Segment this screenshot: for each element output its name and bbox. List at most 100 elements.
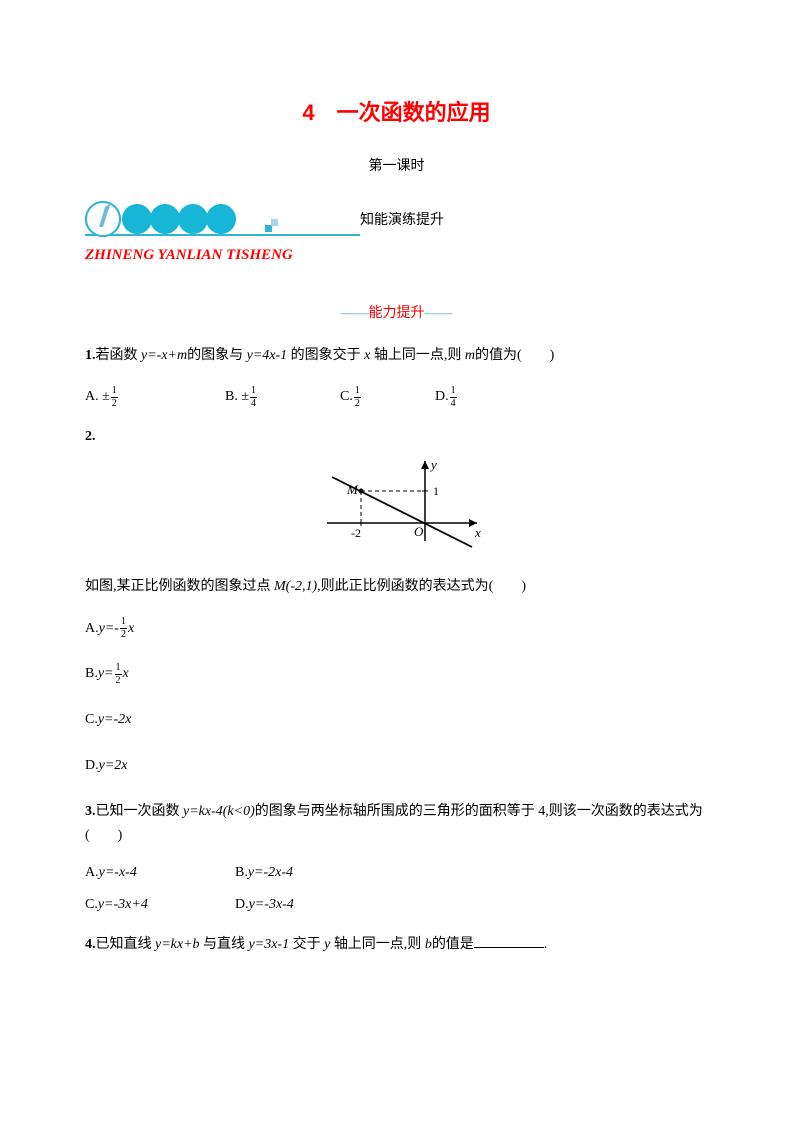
opt-eq: y=-x-4	[99, 865, 137, 880]
q4-t4: 轴上同一点,则	[330, 937, 425, 952]
opt-eq: y=-3x+4	[98, 897, 148, 912]
q2-t2: ,则此正比例函数的表达式为( )	[317, 579, 526, 594]
q1-opt-b: B. ±14	[225, 386, 340, 409]
frac-den: 2	[355, 398, 360, 409]
q4-t3: 交于	[289, 937, 324, 952]
tick-neg2: -2	[351, 526, 361, 540]
q2-num: 2.	[85, 429, 708, 445]
q1-t4: 轴上同一点,则	[370, 348, 465, 363]
q3-opts-row2: C.y=-3x+4 D.y=-3x-4	[85, 897, 708, 913]
decor-banner: 知能演练提升	[85, 197, 708, 241]
frac-den: 4	[451, 398, 456, 409]
opt-eq: y=-2x-4	[248, 865, 293, 880]
frac-den: 2	[121, 629, 126, 640]
q4-t1: 已知直线	[96, 937, 156, 952]
q3-eq: y=kx-4(k<0)	[183, 804, 255, 819]
q3-opt-a: A.y=-x-4	[85, 865, 235, 881]
subtitle: 第一课时	[85, 155, 708, 175]
q4-t2: 与直线	[200, 937, 249, 952]
opt-eq: y=-	[99, 621, 119, 636]
q3-opts-row1: A.y=-x-4 B.y=-2x-4	[85, 865, 708, 881]
frac-den: 2	[112, 398, 117, 409]
frac-num: 1	[354, 386, 361, 398]
q3-opt-b: B.y=-2x-4	[235, 865, 293, 881]
q1-b-prefix: B. ±	[225, 389, 249, 405]
q1-b-frac: 14	[250, 386, 257, 409]
frac-num: 1	[250, 386, 257, 398]
q1-options: A. ±12 B. ±14 C.12 D.14	[85, 386, 708, 409]
q1-c-frac: 12	[354, 386, 361, 409]
section-dash-left: ——	[341, 306, 369, 321]
frac-num: 1	[115, 663, 122, 675]
opt-eq: y=-2x	[98, 712, 132, 727]
q1-d-frac: 14	[450, 386, 457, 409]
q1-a-prefix: A. ±	[85, 389, 110, 405]
opt-prefix: C.	[85, 712, 98, 727]
q2-options: A.y=-12x B.y=12x C.y=-2x D.y=2x	[85, 617, 708, 778]
q2-opt-c: C.y=-2x	[85, 708, 708, 732]
point-m-label: M	[346, 482, 359, 497]
page-title: 4 一次函数的应用	[85, 95, 708, 127]
blank-underline	[474, 934, 544, 948]
q1-num: 1.	[85, 348, 96, 363]
q4-eq2: y=3x-1	[249, 937, 290, 952]
q1-d-prefix: D.	[435, 389, 449, 405]
q2-t1: 如图,某正比例函数的图象过点	[85, 579, 274, 594]
q4-t5: 的值是	[432, 937, 474, 952]
q2-opt-b: B.y=12x	[85, 662, 708, 686]
tick-1: 1	[433, 484, 439, 498]
q1-text: 若函数	[96, 348, 142, 363]
q1-c-prefix: C.	[340, 389, 353, 405]
q2-graph: y x O M 1 -2	[85, 453, 708, 553]
q2-text: 如图,某正比例函数的图象过点 M(-2,1),则此正比例函数的表达式为( )	[85, 575, 708, 599]
pinyin-text: ZHINENG YANLIAN TISHENG	[85, 247, 708, 264]
opt-eq: y=2x	[99, 758, 128, 773]
q1-eq2: y=4x-1	[247, 348, 288, 363]
q1-opt-d: D.14	[435, 386, 458, 409]
opt-suf: x	[123, 666, 129, 681]
question-4: 4.已知直线 y=kx+b 与直线 y=3x-1 交于 y 轴上同一点,则 b的…	[85, 933, 708, 957]
decor-label: 知能演练提升	[360, 209, 444, 229]
frac: 12	[120, 617, 127, 640]
axis-x-label: x	[474, 525, 481, 540]
frac-num: 1	[450, 386, 457, 398]
q3-t1: 已知一次函数	[96, 804, 184, 819]
q1-m: m	[465, 348, 475, 363]
opt-prefix: B.	[235, 865, 248, 880]
axis-y-label: y	[429, 457, 437, 472]
q4-t6: .	[544, 937, 548, 952]
frac-den: 4	[251, 398, 256, 409]
q3-opt-d: D.y=-3x-4	[235, 897, 294, 913]
q4-eq1: y=kx+b	[155, 937, 200, 952]
q1-a-frac: 12	[111, 386, 118, 409]
graph-icon: y x O M 1 -2	[307, 453, 487, 548]
opt-prefix: B.	[85, 666, 98, 681]
q2-opt-a: A.y=-12x	[85, 617, 708, 641]
frac-num: 1	[111, 386, 118, 398]
section-header: ——能力提升——	[85, 302, 708, 322]
q1-opt-a: A. ±12	[85, 386, 225, 409]
opt-prefix: A.	[85, 865, 99, 880]
question-3: 3.已知一次函数 y=kx-4(k<0)的图象与两坐标轴所围成的三角形的面积等于…	[85, 800, 708, 848]
opt-prefix: C.	[85, 897, 98, 912]
brush-dots-icon	[85, 197, 360, 241]
frac-den: 2	[116, 675, 121, 686]
frac: 12	[115, 663, 122, 686]
q1-t2: 的图象与	[187, 348, 247, 363]
question-1: 1.若函数 y=-x+m的图象与 y=4x-1 的图象交于 x 轴上同一点,则 …	[85, 344, 708, 368]
q2-point: M(-2,1)	[274, 579, 317, 594]
opt-eq: y=-3x-4	[249, 897, 294, 912]
q4-num: 4.	[85, 937, 96, 952]
q3-opt-c: C.y=-3x+4	[85, 897, 235, 913]
q1-opt-c: C.12	[340, 386, 435, 409]
q4-b: b	[425, 937, 432, 952]
opt-prefix: D.	[85, 758, 99, 773]
opt-prefix: D.	[235, 897, 249, 912]
opt-suf: x	[128, 621, 134, 636]
q1-t5: 的值为( )	[475, 348, 554, 363]
q1-eq1: y=-x+m	[141, 348, 187, 363]
section-dash-right: ——	[425, 306, 453, 321]
opt-prefix: A.	[85, 621, 99, 636]
q3-num: 3.	[85, 804, 96, 819]
q1-t3: 的图象交于	[287, 348, 364, 363]
